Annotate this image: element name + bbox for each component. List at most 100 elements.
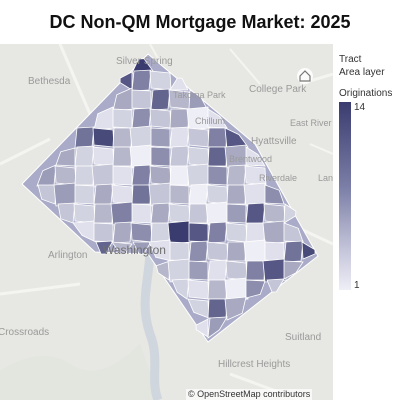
census-tract[interactable] bbox=[148, 182, 173, 207]
census-tract[interactable] bbox=[245, 146, 266, 167]
census-tract[interactable] bbox=[168, 203, 191, 224]
census-tract[interactable] bbox=[150, 146, 171, 167]
census-tract[interactable] bbox=[92, 146, 115, 167]
census-tract[interactable] bbox=[207, 279, 228, 300]
census-tract[interactable] bbox=[167, 258, 192, 283]
census-tract[interactable] bbox=[53, 182, 78, 207]
census-tract[interactable] bbox=[225, 222, 248, 243]
census-tract[interactable] bbox=[73, 203, 96, 224]
census-tract[interactable] bbox=[112, 127, 133, 148]
census-tract[interactable] bbox=[171, 278, 190, 300]
census-tract[interactable] bbox=[206, 241, 229, 262]
census-tract[interactable] bbox=[207, 127, 228, 148]
census-tract[interactable] bbox=[205, 201, 230, 226]
census-tract[interactable] bbox=[149, 108, 172, 129]
census-tract[interactable] bbox=[111, 241, 133, 255]
census-tract[interactable] bbox=[262, 220, 287, 245]
census-tract[interactable] bbox=[224, 277, 249, 302]
census-tract[interactable] bbox=[264, 241, 285, 262]
census-tract[interactable] bbox=[264, 184, 285, 205]
census-tract[interactable] bbox=[226, 203, 247, 224]
census-tract[interactable] bbox=[131, 89, 152, 110]
census-tract[interactable] bbox=[187, 279, 210, 300]
census-tract[interactable] bbox=[206, 184, 229, 205]
census-tract[interactable] bbox=[188, 203, 209, 224]
home-icon[interactable] bbox=[297, 68, 313, 84]
census-tract[interactable] bbox=[169, 108, 190, 129]
census-tract[interactable] bbox=[150, 127, 171, 148]
census-tract[interactable] bbox=[131, 184, 152, 205]
census-tract[interactable] bbox=[93, 203, 114, 224]
census-tract[interactable] bbox=[169, 77, 189, 91]
census-tract[interactable] bbox=[169, 165, 190, 186]
census-tract[interactable] bbox=[224, 127, 249, 150]
census-tract[interactable] bbox=[155, 260, 171, 281]
census-tract[interactable] bbox=[226, 164, 247, 187]
census-tract[interactable] bbox=[243, 239, 268, 264]
census-tract[interactable] bbox=[245, 279, 266, 299]
census-tract[interactable] bbox=[187, 127, 210, 148]
census-tract[interactable] bbox=[74, 126, 95, 149]
census-tract[interactable] bbox=[169, 145, 190, 168]
census-tract[interactable] bbox=[243, 182, 268, 207]
census-tract[interactable] bbox=[74, 145, 95, 168]
census-tract[interactable] bbox=[169, 126, 190, 149]
census-tract[interactable] bbox=[95, 240, 114, 255]
census-tract[interactable] bbox=[186, 163, 211, 188]
census-tract[interactable] bbox=[110, 201, 135, 226]
census-tract[interactable] bbox=[150, 222, 171, 243]
census-tract[interactable] bbox=[188, 183, 209, 206]
census-tract[interactable] bbox=[207, 259, 228, 282]
census-tract[interactable] bbox=[207, 146, 228, 167]
census-tract[interactable] bbox=[262, 258, 287, 283]
census-tract[interactable] bbox=[112, 108, 133, 129]
census-tract[interactable] bbox=[93, 222, 114, 243]
census-tract[interactable] bbox=[169, 241, 190, 262]
census-tract[interactable] bbox=[131, 203, 152, 224]
census-tract[interactable] bbox=[129, 144, 154, 169]
census-tract[interactable] bbox=[301, 241, 316, 260]
tract-layer[interactable] bbox=[21, 53, 319, 343]
census-tract[interactable] bbox=[187, 146, 210, 167]
census-tract[interactable] bbox=[245, 222, 266, 243]
census-tract[interactable] bbox=[188, 222, 209, 243]
census-tract[interactable] bbox=[245, 260, 266, 281]
census-tract[interactable] bbox=[226, 184, 247, 205]
census-tract[interactable] bbox=[130, 222, 153, 243]
census-tract[interactable] bbox=[167, 220, 192, 245]
census-tract[interactable] bbox=[283, 240, 304, 263]
census-tract[interactable] bbox=[150, 202, 171, 225]
census-tract[interactable] bbox=[112, 165, 133, 186]
census-tract[interactable] bbox=[92, 127, 115, 148]
census-tract[interactable] bbox=[225, 260, 248, 281]
census-tract[interactable] bbox=[266, 278, 285, 293]
census-tract[interactable] bbox=[54, 165, 77, 186]
census-tract[interactable] bbox=[111, 184, 134, 205]
census-tract[interactable] bbox=[283, 203, 297, 224]
choropleth-map[interactable]: Silver Spring Bethesda College Park Tako… bbox=[0, 44, 333, 400]
map-panel[interactable]: Silver Spring Bethesda College Park Tako… bbox=[0, 44, 333, 400]
census-tract[interactable] bbox=[74, 184, 95, 205]
census-tract[interactable] bbox=[112, 146, 133, 167]
census-tract[interactable] bbox=[112, 221, 133, 244]
census-tract[interactable] bbox=[207, 221, 228, 244]
census-tract[interactable] bbox=[226, 241, 247, 262]
census-tract[interactable] bbox=[131, 69, 152, 92]
census-tract[interactable] bbox=[149, 70, 172, 91]
census-tract[interactable] bbox=[207, 298, 228, 319]
census-tract[interactable] bbox=[245, 202, 266, 225]
census-tract[interactable] bbox=[283, 260, 304, 280]
census-tract[interactable] bbox=[131, 107, 152, 130]
census-tract[interactable] bbox=[93, 183, 114, 206]
census-tract[interactable] bbox=[188, 240, 209, 263]
census-tract[interactable] bbox=[149, 165, 172, 186]
census-tract[interactable] bbox=[207, 316, 228, 339]
census-tract[interactable] bbox=[169, 184, 190, 205]
census-tract[interactable] bbox=[224, 296, 247, 321]
census-tract[interactable] bbox=[132, 241, 152, 255]
census-tract[interactable] bbox=[150, 88, 171, 111]
map-attribution[interactable]: © OpenStreetMap contributors bbox=[186, 389, 313, 400]
census-tract[interactable] bbox=[188, 260, 209, 281]
census-tract[interactable] bbox=[207, 165, 228, 186]
census-tract[interactable] bbox=[74, 165, 95, 186]
